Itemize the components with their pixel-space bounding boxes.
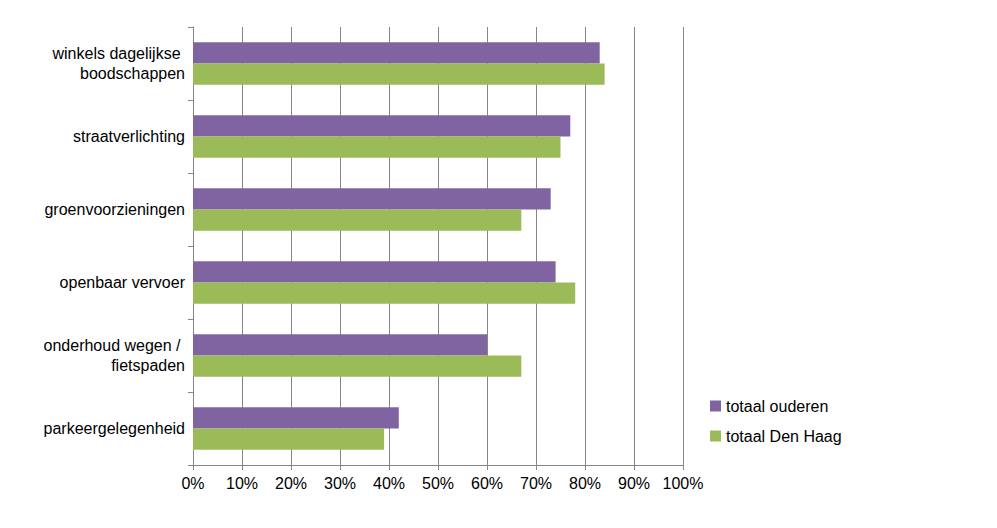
svg-text:totaal ouderen: totaal ouderen [726, 398, 828, 415]
svg-text:100%: 100% [663, 475, 704, 492]
svg-text:70%: 70% [520, 475, 552, 492]
svg-text:parkeergelegenheid: parkeergelegenheid [44, 420, 185, 437]
svg-text:straatverlichting: straatverlichting [73, 128, 185, 145]
svg-text:10%: 10% [226, 475, 258, 492]
svg-text:50%: 50% [422, 475, 454, 492]
svg-text:20%: 20% [275, 475, 307, 492]
svg-text:onderhoud wegen /: onderhoud wegen / [44, 337, 185, 354]
svg-text:60%: 60% [471, 475, 503, 492]
svg-text:totaal Den Haag: totaal Den Haag [726, 428, 842, 445]
svg-text:winkels dagelijkse: winkels dagelijkse [51, 45, 185, 62]
svg-text:30%: 30% [324, 475, 356, 492]
svg-text:openbaar vervoer: openbaar vervoer [60, 274, 186, 291]
svg-text:80%: 80% [569, 475, 601, 492]
svg-text:40%: 40% [373, 475, 405, 492]
svg-text:0%: 0% [181, 475, 204, 492]
svg-text:fietspaden: fietspaden [111, 357, 185, 374]
svg-text:groenvoorzieningen: groenvoorzieningen [44, 201, 185, 218]
svg-text:boodschappen: boodschappen [80, 65, 185, 82]
svg-text:90%: 90% [618, 475, 650, 492]
